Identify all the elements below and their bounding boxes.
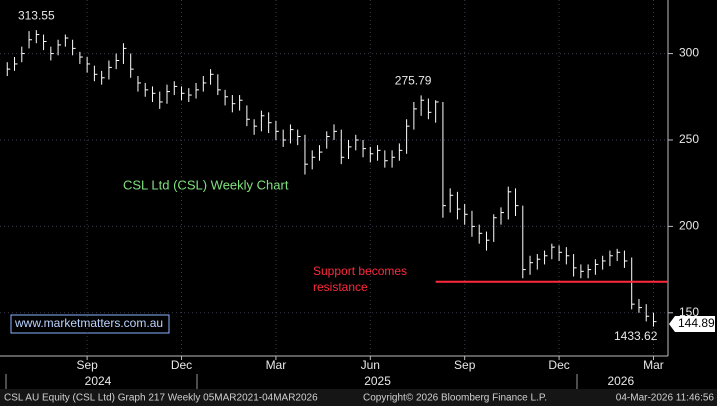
watermark-box [10,314,170,334]
last-price-box [669,316,715,332]
x-tick-label: Dec [171,358,192,372]
x-tick-label: Dec [548,358,569,372]
watermark: www.marketmatters.com.au [14,316,163,330]
footer-right: 04-Mar-2026 11:46:56 [616,393,715,404]
support-label: resistance [313,280,368,294]
peak-label: 313.55 [18,8,55,22]
footer-center: Copyright© 2026 Bloomberg Finance L.P. [363,393,547,404]
year-label: 2026 [607,374,634,388]
y-tick-label: 150 [679,305,699,319]
peak-label: 275.79 [395,74,432,88]
footer-left: CSL AU Equity (CSL Ltd) Graph 217 Weekly… [4,393,318,404]
x-tick-label: Sep [454,358,476,372]
y-tick-label: 200 [679,219,699,233]
year-label: 2025 [364,374,391,388]
y-tick-label: 250 [679,132,699,146]
x-tick-label: Sep [76,358,98,372]
chart-title: CSL Ltd (CSL) Weekly Chart [123,177,289,192]
support-label: Support becomes [313,264,407,278]
x-tick-label: Jun [361,358,380,372]
extra-label: 1433.62 [614,329,658,343]
y-tick-label: 300 [679,46,699,60]
last-price-label: 144.89 [678,316,715,330]
x-tick-label: Mar [643,358,664,372]
footer-bar [0,389,717,406]
x-tick-label: Mar [266,358,287,372]
year-label: 2024 [85,374,112,388]
